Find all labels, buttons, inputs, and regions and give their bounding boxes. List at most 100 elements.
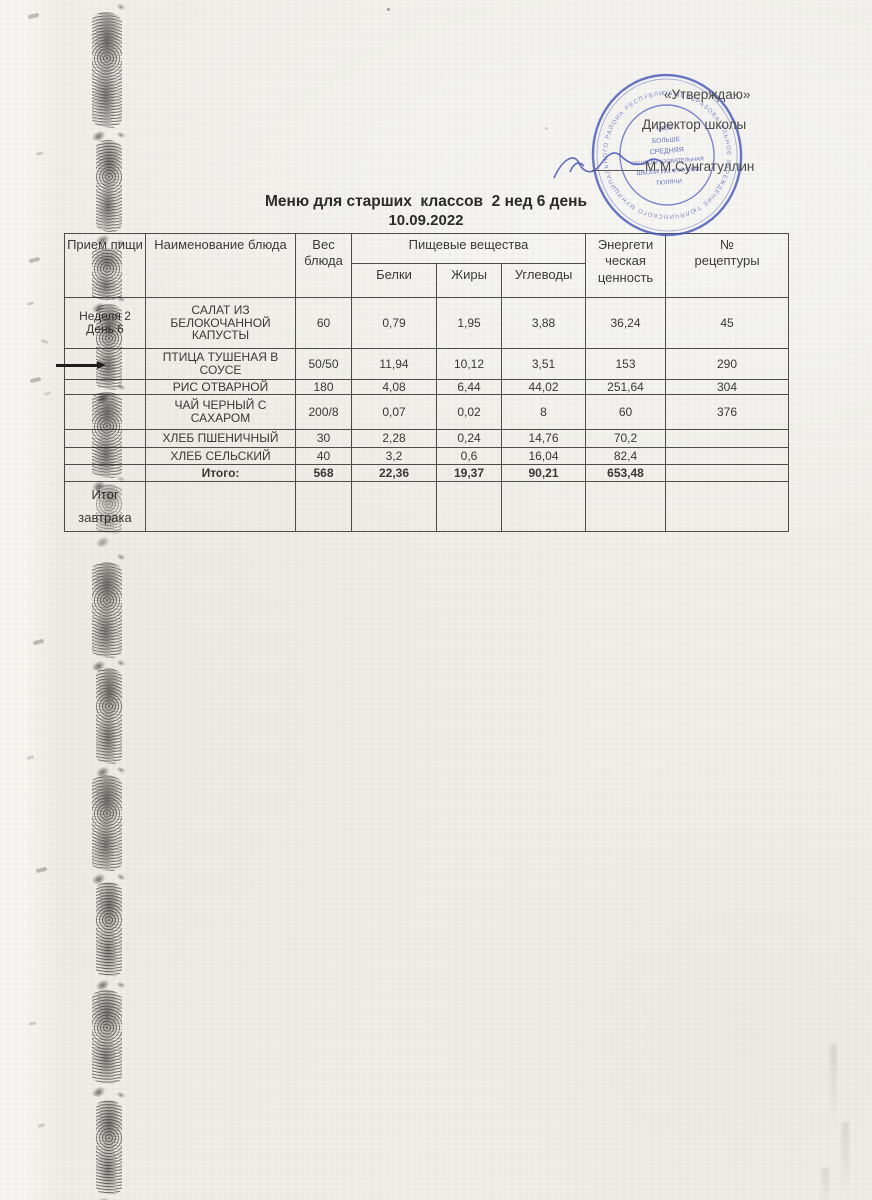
scan-smudge	[96, 484, 122, 534]
scan-smudge	[96, 304, 122, 390]
header-protein: Белки	[351, 263, 437, 298]
cell-carbs: 16,04	[500, 447, 587, 465]
cell-fat: 10,12	[436, 348, 502, 380]
scan-smudge	[92, 248, 122, 300]
doc-date: 10.09.2022	[388, 212, 464, 229]
cell-recipe	[665, 447, 790, 465]
cell-protein	[351, 481, 437, 532]
cell-weight: 50/50	[295, 348, 352, 380]
cell-carbs: 14,76	[500, 429, 587, 448]
cell-dish-name: ХЛЕБ СЕЛЬСКИЙ	[145, 447, 296, 465]
header-fat: Жиры	[436, 263, 502, 298]
scan-dot	[387, 8, 390, 11]
table-row: Неделя 2 День 6 САЛАТ ИЗ БЕЛОКОЧАННОЙ КА…	[64, 297, 790, 349]
totals-row: Итого: 568 22,36 19,37 90,21 653,48	[64, 464, 790, 482]
cell-dish-name: САЛАТ ИЗ БЕЛОКОЧАННОЙ КАПУСТЫ	[145, 297, 296, 349]
cell-recipe: 45	[665, 297, 790, 349]
director-title: Директор школы	[642, 117, 747, 132]
cell-energy: 251,64	[585, 379, 667, 395]
stamp-center-line: СРЕДНЯЯ	[649, 147, 684, 156]
director-name: М.М.Сунгатуллин	[645, 159, 755, 174]
cell-protein: 3,2	[351, 447, 437, 465]
cell-recipe	[665, 481, 790, 532]
cell-protein: 2,28	[351, 429, 437, 448]
header-carbs: Углеводы	[500, 263, 587, 298]
cell-energy: 153	[585, 348, 667, 380]
table-row: ХЛЕБ ПШЕНИЧНЫЙ 30 2,28 0,24 14,76 70,2	[64, 429, 790, 448]
scan-smudge	[92, 775, 122, 871]
stamp-center-line: БОЛЬШЕ	[652, 136, 681, 145]
cell-recipe: 304	[665, 379, 790, 395]
scan-smudge	[96, 140, 122, 232]
cell-recipe	[665, 429, 790, 448]
scan-smudge	[96, 1100, 122, 1195]
scanner-edge-strip	[0, 0, 58, 1200]
cell-carbs-total: 90,21	[500, 464, 587, 482]
cell-fat	[436, 481, 502, 532]
signature-line	[592, 156, 644, 171]
doc-title: Меню для старших классов 2 нед 6 день	[264, 193, 588, 210]
scan-smudge	[92, 12, 122, 128]
doc-title-block: Меню для старших классов 2 нед 6 день 10…	[0, 193, 852, 229]
stamp-center-line: ОБЩЕОБРАЗОВАТЕЛЬНАЯ	[631, 156, 704, 167]
scan-dot	[545, 127, 548, 130]
cell-dish-name: ПТИЦА ТУШЕНАЯ В СОУСЕ	[145, 348, 296, 380]
stamp-outer-ring-inner-line	[596, 78, 738, 232]
scan-smudge	[92, 990, 122, 1084]
cell-energy	[585, 481, 667, 532]
cell-fat: 0,02	[436, 394, 502, 430]
stamp-outer-ring	[591, 73, 743, 237]
cell-energy: 60	[585, 394, 667, 430]
header-weight: Вес блюда	[295, 233, 352, 298]
cell-weight	[295, 481, 352, 532]
table-row: ПТИЦА ТУШЕНАЯ В СОУСЕ 50/50 11,94 10,12 …	[64, 348, 790, 380]
director-name-line: М.М.Сунгатуллин	[592, 156, 754, 174]
cell-fat: 0,24	[436, 429, 502, 448]
cell-dish-name: ЧАЙ ЧЕРНЫЙ С САХАРОМ	[145, 394, 296, 430]
cell-fat: 0,6	[436, 447, 502, 465]
cell-weight: 200/8	[295, 394, 352, 430]
cell-protein: 4,08	[351, 379, 437, 395]
cell-fat: 6,44	[436, 379, 502, 395]
cell-weight: 30	[295, 429, 352, 448]
cell-energy-total: 653,48	[585, 464, 667, 482]
cell-carbs: 8	[500, 394, 587, 430]
cell-protein: 0,07	[351, 394, 437, 430]
cell-energy: 70,2	[585, 429, 667, 448]
cell-recipe: 376	[665, 394, 790, 430]
cell-protein-total: 22,36	[351, 464, 437, 482]
cell-weight: 40	[295, 447, 352, 465]
header-dish: Наименование блюда	[145, 233, 296, 298]
pencil-mark	[830, 1045, 837, 1115]
cell-fat: 1,95	[436, 297, 502, 349]
director-signature	[553, 152, 664, 179]
cell-weight: 180	[295, 379, 352, 395]
cell-energy: 36,24	[585, 297, 667, 349]
stamp-center-line: ТЮЛЯЧИ	[656, 179, 682, 187]
cell-recipe: 290	[665, 348, 790, 380]
cell-dish-name	[145, 481, 296, 532]
cell-recipe	[665, 464, 790, 482]
cell-carbs: 3,51	[500, 348, 587, 380]
header-subrow: Белки Жиры Углеводы	[65, 263, 789, 298]
table-row: ЧАЙ ЧЕРНЫЙ С САХАРОМ 200/8 0,07 0,02 8 6…	[64, 394, 790, 430]
header-recipe: № рецептуры	[665, 233, 790, 298]
scan-smudge	[92, 562, 122, 658]
scan-smudge	[92, 392, 122, 478]
approval-label: «Утверждаю»	[664, 87, 751, 102]
pencil-mark	[842, 1122, 849, 1192]
school-stamp: ОБЩЕОБРАЗОВАТЕЛЬНОЕ УЧРЕЖДЕНИЕ ТЮЛЯЧИНСК…	[582, 65, 743, 237]
stamp-center-line: МБОУ	[656, 125, 674, 132]
cell-protein: 0,79	[351, 297, 437, 349]
pencil-mark	[822, 1168, 829, 1200]
header-energy: Энергети ческая ценность	[585, 233, 667, 298]
scan-smudge	[96, 882, 122, 977]
cell-dish-name: ХЛЕБ ПШЕНИЧНЫЙ	[145, 429, 296, 448]
stamp-inner-ring	[619, 104, 715, 206]
cell-carbs: 44,02	[500, 379, 587, 395]
cell-carbs: 3,88	[500, 297, 587, 349]
scan-smudge	[96, 668, 122, 764]
footer-row: Итог завтрака	[64, 481, 790, 532]
table-row: ХЛЕБ СЕЛЬСКИЙ 40 3,2 0,6 16,04 82,4	[64, 447, 790, 465]
